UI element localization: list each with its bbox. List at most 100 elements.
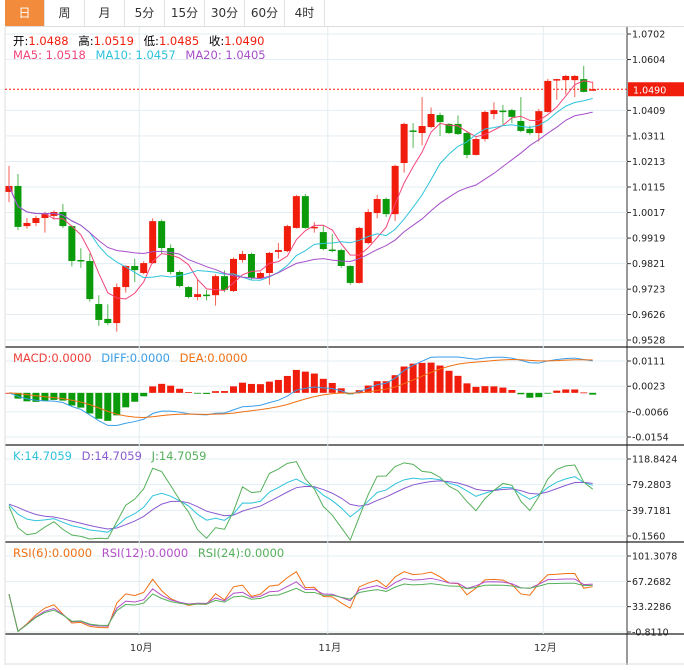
tab-4hour[interactable]: 4时 — [285, 0, 325, 26]
macd-legend: MACD:0.0000 DIFF:0.0000 DEA:0.0000 — [13, 351, 254, 365]
rsi-tick-label: 67.2682 — [632, 577, 671, 588]
macd-histogram-bar — [23, 392, 31, 402]
x-axis-label: 12月 — [534, 642, 557, 654]
ma5-line — [8, 80, 593, 300]
macd-histogram-bar — [508, 390, 516, 393]
rsi24-line — [8, 582, 593, 633]
tab-5min[interactable]: 5分 — [125, 0, 165, 26]
tab-30min[interactable]: 30分 — [205, 0, 245, 26]
macd-histogram-bar — [418, 362, 426, 393]
price-tick-label: 1.0311 — [632, 131, 665, 142]
macd-histogram-bar — [122, 392, 130, 408]
open-value: 1.0488 — [28, 34, 69, 48]
price-tick-label: 1.0213 — [632, 157, 665, 168]
diff-value: DIFF:0.0000 — [101, 351, 170, 365]
candle-up — [373, 198, 381, 214]
macd-histogram-bar — [59, 392, 67, 401]
candle-down — [337, 250, 345, 266]
macd-histogram-bar — [50, 392, 58, 400]
ma5-value: MA5: 1.0518 — [13, 48, 86, 62]
high-label: 高: — [78, 34, 94, 48]
candle-up — [50, 212, 58, 216]
macd-histogram-bar — [283, 375, 291, 393]
macd-histogram-bar — [382, 381, 390, 393]
diff-line — [8, 356, 593, 426]
candle-up — [391, 165, 399, 215]
macd-histogram-bar — [14, 392, 22, 399]
high-value: 1.0519 — [93, 34, 134, 48]
macd-histogram-bar — [535, 392, 543, 398]
macd-histogram-bar — [176, 388, 184, 393]
open-label: 开: — [13, 34, 29, 48]
macd-histogram-bar — [86, 392, 94, 414]
macd-histogram-bar — [400, 366, 408, 393]
macd-histogram-bar — [212, 391, 220, 393]
candle-up — [535, 111, 543, 134]
macd-tick-label: 0.0111 — [632, 357, 665, 368]
rsi-tick-label: -0.8110 — [632, 628, 669, 639]
macd-histogram-bar — [526, 392, 534, 398]
price-tick-label: 0.9821 — [632, 259, 665, 270]
price-tick-label: 1.0115 — [632, 183, 665, 194]
candle-down — [68, 226, 76, 262]
macd-histogram-bar — [553, 390, 561, 393]
candle-up — [5, 185, 13, 192]
macd-histogram-bar — [472, 386, 480, 393]
macd-histogram-bar — [247, 383, 255, 393]
rsi-tick-label: 101.3078 — [632, 552, 677, 563]
tab-week[interactable]: 周 — [45, 0, 85, 26]
price-tick-label: 1.0017 — [632, 208, 665, 219]
tab-60min[interactable]: 60分 — [245, 0, 285, 26]
price-tick-label: 1.0702 — [632, 30, 665, 41]
candle-down — [203, 294, 211, 297]
price-tick-label: 1.0409 — [632, 106, 665, 117]
candle-down — [86, 261, 94, 300]
low-label: 低: — [143, 34, 159, 48]
macd-histogram-bar — [203, 392, 211, 394]
x-axis-label: 11月 — [318, 642, 341, 654]
macd-histogram-bar — [131, 392, 139, 402]
candle-down — [526, 128, 534, 134]
macd-histogram-bar — [580, 392, 588, 394]
candle-down — [221, 276, 229, 290]
candle-down — [167, 247, 175, 272]
macd-histogram-bar — [409, 363, 417, 393]
macd-histogram-bar — [328, 382, 336, 393]
tab-15min[interactable]: 15分 — [165, 0, 205, 26]
macd-histogram-bar — [589, 392, 597, 395]
tab-day[interactable]: 日 — [5, 0, 45, 26]
dea-line — [8, 359, 593, 419]
candle-up — [212, 276, 220, 296]
candle-down — [158, 221, 166, 248]
kdj-tick-label: 0.1560 — [632, 532, 665, 543]
candle-up — [238, 253, 246, 260]
candle-up — [113, 287, 121, 324]
candle-down — [508, 110, 516, 117]
candle-up — [571, 75, 579, 81]
last-price-badge — [628, 82, 684, 97]
price-tick-label: 1.0604 — [632, 55, 665, 66]
kdj-legend: K:14.7059 D:14.7059 J:14.7059 — [13, 449, 212, 463]
d-value: D:14.7059 — [81, 449, 142, 463]
candle-down — [463, 133, 471, 155]
low-value: 1.0485 — [158, 34, 200, 48]
macd-histogram-bar — [68, 392, 76, 406]
price-tick-label: 0.9723 — [632, 285, 665, 296]
candle-up — [41, 214, 49, 219]
close-label: 收: — [208, 34, 225, 48]
tab-month[interactable]: 月 — [85, 0, 125, 26]
last-price-label: 1.0490 — [633, 85, 666, 96]
macd-histogram-bar — [364, 385, 372, 393]
macd-histogram-bar — [292, 369, 300, 393]
candle-down — [328, 249, 336, 252]
candle-down — [499, 110, 507, 113]
candle-down — [454, 123, 462, 135]
macd-histogram-bar — [256, 384, 264, 393]
ma10-line — [8, 98, 593, 281]
ohlc-legend: 开:1.0488 高:1.0519 低:1.0485 收:1.0490 — [13, 33, 270, 49]
macd-value: MACD:0.0000 — [13, 351, 92, 365]
candle-down — [185, 287, 193, 297]
candle-up — [490, 110, 498, 115]
candle-up — [274, 250, 282, 252]
